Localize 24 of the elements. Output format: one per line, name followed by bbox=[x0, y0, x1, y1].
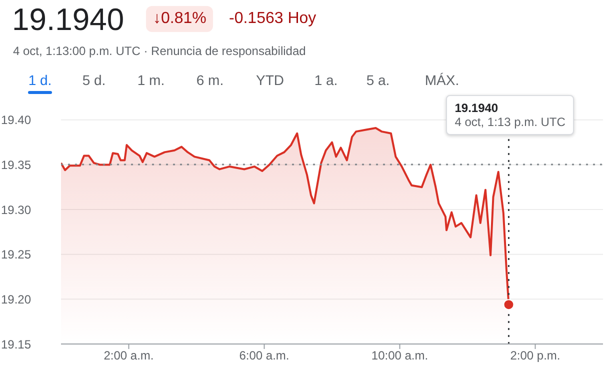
chart-title: 19.1940 bbox=[454, 101, 500, 115]
y-tick-label: 19.15 bbox=[1, 337, 32, 352]
x-tick-label: 2:00 p.m. bbox=[510, 348, 560, 363]
text: 1 a. bbox=[313, 72, 339, 88]
y-tick-label: 19.20 bbox=[1, 292, 32, 306]
text: 1 d. bbox=[27, 72, 53, 90]
text: MÁX. bbox=[424, 72, 460, 88]
x-tick-label: 2:00 a.m. bbox=[104, 348, 154, 363]
text: 4 oct, 1:13 p.m. UTC bbox=[454, 115, 566, 129]
y-tick-label: 19.30 bbox=[1, 202, 32, 217]
chart-title: 19.1940 bbox=[12, 2, 124, 37]
y-tick-label: 19.25 bbox=[1, 248, 32, 262]
text: ↓0.81% bbox=[146, 6, 214, 32]
y-tick-label: 19.35 bbox=[1, 158, 32, 172]
text: 6 m. bbox=[195, 72, 225, 88]
text: 5 a. bbox=[365, 72, 391, 88]
text: -0.1563 Hoy bbox=[229, 10, 316, 28]
chart-subtitle: 4 oct, 1:13:00 p.m. UTC · Renuncia de responsabilidad bbox=[13, 44, 306, 58]
text: 1 m. bbox=[136, 72, 166, 88]
text: 5 d. bbox=[81, 72, 107, 88]
text: YTD bbox=[255, 72, 285, 88]
x-tick-label: 10:00 a.m. bbox=[371, 348, 428, 363]
x-tick-label: 6:00 a.m. bbox=[239, 348, 290, 363]
y-tick-label: 19.40 bbox=[1, 113, 32, 128]
